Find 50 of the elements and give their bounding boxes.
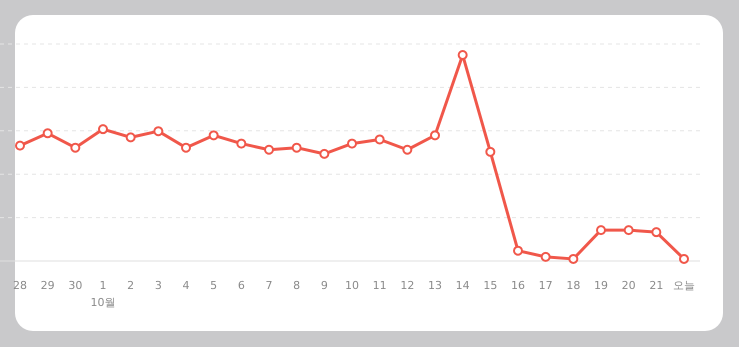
point (540, 252, 551, 262)
x-tick-label: 9 (320, 279, 328, 292)
x-tick-label: 10 (345, 279, 359, 292)
point (430, 130, 440, 140)
point (70, 142, 80, 153)
point (347, 138, 357, 149)
point (651, 227, 662, 238)
x-tick-label: 21 (649, 279, 664, 292)
point (292, 142, 302, 153)
x-tick-label: 14 (456, 279, 470, 292)
point (208, 130, 219, 140)
point (181, 142, 191, 153)
x-tick-label: 17 (538, 279, 553, 292)
x-tick-label: 8 (293, 279, 300, 292)
x-tick-label: 오늘 (673, 279, 695, 292)
point (98, 124, 108, 134)
point (402, 144, 412, 155)
x-tick-label: 12 (400, 279, 414, 292)
point (319, 148, 330, 159)
point (264, 144, 274, 155)
x-tick-label: 29 (40, 279, 55, 292)
point (236, 138, 246, 149)
x-tick-label: 19 (594, 279, 608, 292)
x-tick-label: 16 (511, 279, 525, 292)
point (679, 254, 689, 264)
x-tick-label: 5 (210, 279, 218, 292)
point (485, 146, 496, 157)
point (596, 225, 606, 236)
x-tick-label: 4 (182, 279, 190, 292)
x-tick-label: 2 (127, 279, 134, 292)
point (513, 246, 523, 256)
point (153, 126, 164, 136)
point (126, 132, 136, 142)
point (15, 140, 25, 151)
x-tick-label: 30 (68, 279, 82, 292)
x-tick-label: 18 (566, 279, 580, 292)
x-tick-label: 20 (622, 279, 636, 292)
point (374, 134, 385, 144)
x-tick-label: 15 (483, 279, 498, 292)
x-tick-label: 11 (372, 279, 387, 292)
point (42, 128, 53, 138)
point (458, 50, 468, 60)
x-tick-label: 3 (154, 279, 162, 292)
x-tick-label: 6 (238, 279, 245, 292)
x-tick-label: 7 (266, 279, 272, 292)
point (624, 225, 634, 236)
point (568, 254, 578, 264)
x-tick-label: 1 10월 (90, 279, 116, 309)
x-tick-label: 28 (13, 279, 27, 292)
x-tick-label: 13 (428, 279, 442, 292)
